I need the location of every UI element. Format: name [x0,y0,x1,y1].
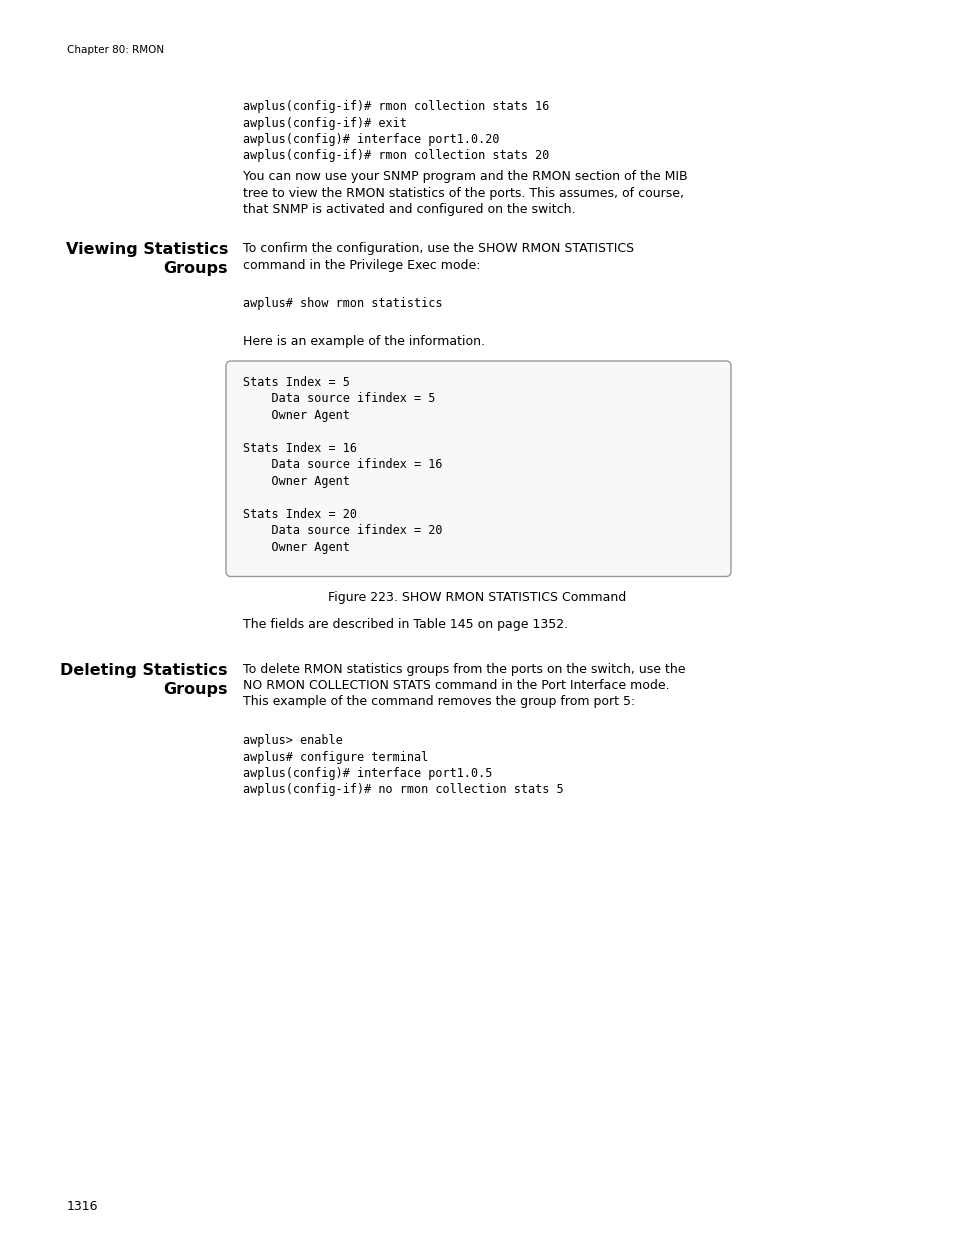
Text: To delete RMON statistics groups from the ports on the switch, use the: To delete RMON statistics groups from th… [243,662,685,676]
Text: Stats Index = 16: Stats Index = 16 [243,442,356,454]
Text: awplus(config-if)# rmon collection stats 20: awplus(config-if)# rmon collection stats… [243,149,549,163]
Text: awplus(config-if)# exit: awplus(config-if)# exit [243,116,406,130]
Text: awplus(config)# interface port1.0.20: awplus(config)# interface port1.0.20 [243,133,499,146]
Text: command in the Privilege Exec mode:: command in the Privilege Exec mode: [243,258,480,272]
Text: Owner Agent: Owner Agent [243,541,350,555]
Text: awplus# show rmon statistics: awplus# show rmon statistics [243,296,442,310]
Text: awplus(config-if)# no rmon collection stats 5: awplus(config-if)# no rmon collection st… [243,783,563,797]
Text: awplus(config)# interface port1.0.5: awplus(config)# interface port1.0.5 [243,767,492,781]
Text: tree to view the RMON statistics of the ports. This assumes, of course,: tree to view the RMON statistics of the … [243,186,683,200]
Text: To confirm the configuration, use the SHOW RMON STATISTICS: To confirm the configuration, use the SH… [243,242,634,254]
Text: Groups: Groups [163,682,228,697]
Text: Figure 223. SHOW RMON STATISTICS Command: Figure 223. SHOW RMON STATISTICS Command [328,592,625,604]
Text: awplus# configure terminal: awplus# configure terminal [243,751,428,763]
Text: Deleting Statistics: Deleting Statistics [60,662,228,678]
Text: You can now use your SNMP program and the RMON section of the MIB: You can now use your SNMP program and th… [243,170,687,183]
FancyBboxPatch shape [226,361,730,577]
Text: Data source ifindex = 16: Data source ifindex = 16 [243,458,442,472]
Text: Owner Agent: Owner Agent [243,409,350,422]
Text: NO RMON COLLECTION STATS command in the Port Interface mode.: NO RMON COLLECTION STATS command in the … [243,679,669,692]
Text: This example of the command removes the group from port 5:: This example of the command removes the … [243,695,635,709]
Text: Groups: Groups [163,262,228,277]
Text: Stats Index = 5: Stats Index = 5 [243,375,350,389]
Text: Stats Index = 20: Stats Index = 20 [243,508,356,521]
Text: Data source ifindex = 5: Data source ifindex = 5 [243,393,435,405]
Text: awplus(config-if)# rmon collection stats 16: awplus(config-if)# rmon collection stats… [243,100,549,112]
Text: that SNMP is activated and configured on the switch.: that SNMP is activated and configured on… [243,203,575,216]
Text: Viewing Statistics: Viewing Statistics [66,242,228,257]
Text: awplus> enable: awplus> enable [243,734,342,747]
Text: Data source ifindex = 20: Data source ifindex = 20 [243,525,442,537]
Text: Owner Agent: Owner Agent [243,475,350,488]
Text: The fields are described in Table 145 on page 1352.: The fields are described in Table 145 on… [243,618,568,631]
Text: Chapter 80: RMON: Chapter 80: RMON [67,44,164,56]
Text: Here is an example of the information.: Here is an example of the information. [243,336,484,348]
Text: 1316: 1316 [67,1200,98,1213]
